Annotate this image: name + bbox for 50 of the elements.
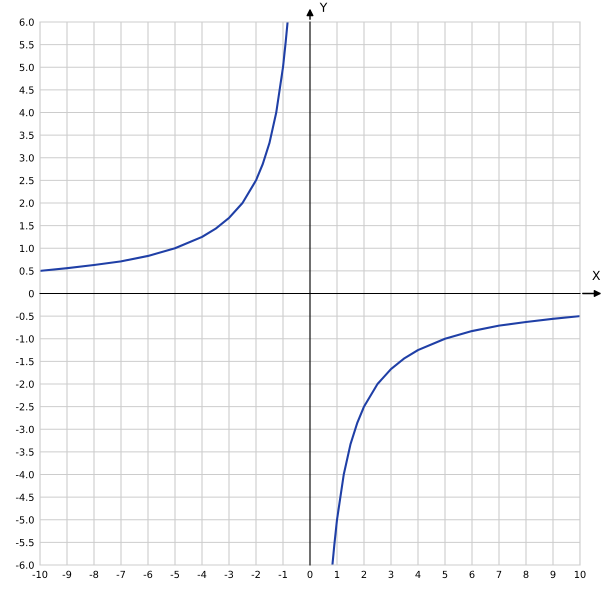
- x-tick-label: 9: [550, 570, 556, 578]
- y-tick-label: -2.5: [16, 403, 34, 410]
- y-tick-label: -4.0: [16, 470, 34, 478]
- x-tick-label: -9: [62, 570, 72, 578]
- y-tick-label: -3.0: [16, 426, 34, 434]
- y-tick-label: 1.0: [20, 244, 34, 252]
- x-tick-label: -7: [116, 570, 126, 578]
- x-tick-label: -3: [224, 570, 234, 578]
- y-tick-label: -3.5: [16, 448, 34, 456]
- x-tick-label: -2: [252, 570, 260, 578]
- y-tick-label: -5.0: [16, 516, 34, 524]
- x-tick-label: 4: [415, 570, 421, 578]
- y-tick-label: -6.0: [16, 561, 34, 569]
- x-tick-label: -6: [144, 570, 152, 578]
- x-tick-label: -4: [198, 570, 206, 578]
- x-tick-label: -5: [170, 570, 179, 578]
- x-tick-label: 7: [496, 570, 502, 578]
- y-tick-label: 5.0: [20, 64, 34, 72]
- y-tick-label: 0.5: [20, 267, 34, 275]
- y-tick-label: 4.0: [19, 108, 34, 116]
- y-tick-label: 0: [28, 290, 34, 298]
- y-tick-label: 2.0: [20, 199, 34, 207]
- x-tick-label: -8: [90, 570, 98, 578]
- y-tick-label: -1.0: [16, 335, 34, 343]
- line-series: [331, 315, 580, 565]
- y-tick-label: 6.0: [20, 18, 34, 26]
- x-tick-label: 8: [524, 570, 528, 578]
- x-tick-label: 5: [442, 570, 448, 578]
- y-tick-label: 3.5: [20, 132, 34, 139]
- x-tick-label: -1: [278, 570, 287, 578]
- x-tick-label: 10: [574, 570, 586, 578]
- y-tick-label: -0.5: [16, 312, 34, 320]
- y-tick-label: -1.5: [16, 358, 34, 366]
- x-tick-label: 2: [362, 570, 366, 578]
- x-tick-label: 0: [308, 570, 312, 578]
- y-tick-label: -4.5: [16, 494, 34, 501]
- x-tick-label: 1: [334, 570, 340, 578]
- y-tick-label: -5.5: [16, 538, 34, 546]
- y-tick-label: 1.5: [20, 222, 34, 230]
- y-tick-label: 5.5: [20, 41, 34, 48]
- y-axis-title: Y: [320, 2, 328, 12]
- x-tick-label: -10: [32, 570, 48, 578]
- y-tick-label: -2.0: [16, 380, 34, 388]
- x-tick-label: 6: [470, 570, 474, 578]
- x-tick-label: 3: [388, 570, 394, 578]
- y-tick-label: 3.0: [20, 154, 34, 162]
- y-tick-label: 2.5: [20, 176, 34, 184]
- x-axis-title: X: [592, 270, 600, 280]
- line-series: [40, 22, 289, 272]
- y-tick-label: 4.5: [19, 86, 34, 94]
